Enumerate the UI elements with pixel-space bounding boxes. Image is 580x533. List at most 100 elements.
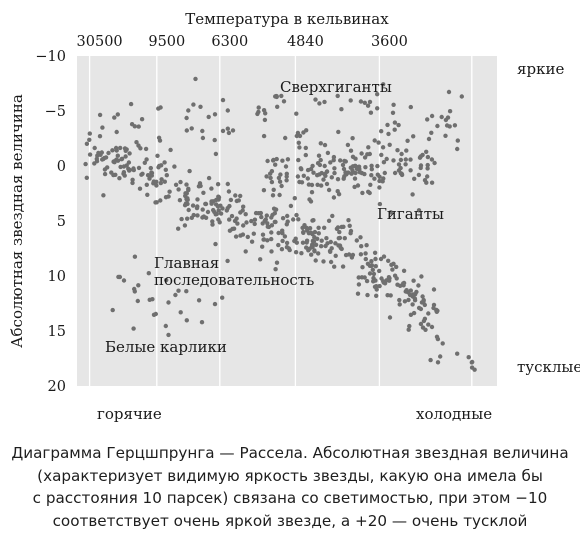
star-point bbox=[296, 217, 301, 222]
star-point bbox=[264, 213, 269, 218]
star-point bbox=[392, 127, 397, 132]
star-point bbox=[225, 258, 230, 264]
star-point bbox=[189, 215, 194, 220]
star-point bbox=[336, 192, 342, 197]
star-point bbox=[271, 187, 276, 192]
star-point bbox=[311, 239, 317, 244]
star-point bbox=[332, 170, 337, 176]
y-tick-label: 0 bbox=[57, 159, 66, 175]
annotation-white-dwarfs: Белые карлики bbox=[105, 338, 227, 356]
star-point bbox=[342, 158, 347, 164]
star-point bbox=[178, 310, 183, 315]
star-point bbox=[225, 126, 230, 131]
star-point bbox=[363, 251, 368, 256]
star-point bbox=[172, 164, 177, 169]
star-point bbox=[434, 309, 439, 314]
star-point bbox=[97, 134, 103, 139]
star-point bbox=[122, 146, 128, 151]
star-point bbox=[156, 135, 162, 140]
star-point bbox=[268, 171, 273, 176]
star-point bbox=[186, 186, 191, 191]
star-point bbox=[173, 182, 179, 187]
star-point bbox=[307, 197, 312, 202]
star-point bbox=[323, 173, 328, 178]
star-point bbox=[388, 210, 393, 215]
star-point bbox=[403, 289, 408, 294]
star-point bbox=[408, 104, 413, 110]
star-point bbox=[343, 252, 349, 258]
star-point bbox=[355, 291, 361, 296]
star-point bbox=[367, 271, 373, 276]
star-point bbox=[136, 124, 141, 129]
star-point bbox=[178, 179, 183, 185]
star-point bbox=[274, 260, 280, 265]
star-point bbox=[446, 89, 452, 95]
star-point bbox=[264, 174, 269, 179]
star-point bbox=[269, 215, 274, 220]
y-tick-labels: −10 −5 0 5 10 15 20 bbox=[35, 49, 66, 395]
star-point bbox=[102, 171, 108, 177]
star-point bbox=[129, 122, 135, 127]
star-point bbox=[220, 206, 225, 211]
star-point bbox=[149, 173, 154, 178]
star-point bbox=[311, 170, 316, 175]
star-point bbox=[396, 122, 401, 128]
star-point bbox=[220, 128, 226, 134]
star-point bbox=[304, 238, 310, 243]
star-point bbox=[363, 165, 368, 170]
star-point bbox=[113, 145, 119, 151]
star-point bbox=[118, 145, 123, 151]
star-point bbox=[359, 244, 364, 249]
annotation-giants: Гиганты bbox=[377, 205, 444, 223]
star-point bbox=[416, 283, 421, 288]
star-point bbox=[466, 355, 471, 360]
star-point bbox=[276, 242, 281, 248]
caption-line: соответствует очень яркой звезде, а +20 … bbox=[52, 511, 528, 530]
star-point bbox=[313, 258, 318, 263]
star-point bbox=[139, 117, 145, 122]
star-point bbox=[276, 230, 281, 236]
star-point bbox=[329, 175, 334, 180]
star-point bbox=[299, 251, 304, 256]
star-point bbox=[429, 113, 435, 119]
star-point bbox=[358, 235, 363, 240]
star-point bbox=[261, 188, 267, 193]
star-point bbox=[304, 128, 309, 133]
star-point bbox=[209, 186, 214, 191]
star-point bbox=[356, 275, 361, 280]
star-point bbox=[369, 167, 374, 172]
star-point bbox=[220, 295, 225, 300]
star-point bbox=[326, 187, 332, 193]
star-point bbox=[163, 323, 168, 329]
star-point bbox=[269, 230, 274, 235]
star-point bbox=[346, 218, 351, 223]
star-point bbox=[166, 300, 171, 305]
star-point bbox=[147, 176, 152, 181]
star-point bbox=[398, 157, 404, 163]
star-point bbox=[348, 228, 354, 234]
star-point bbox=[284, 240, 290, 246]
star-point bbox=[284, 171, 289, 176]
star-point bbox=[328, 259, 334, 265]
star-point bbox=[292, 196, 297, 201]
star-point bbox=[277, 192, 282, 198]
star-point bbox=[158, 105, 163, 110]
star-point bbox=[233, 234, 239, 239]
star-point bbox=[185, 216, 190, 221]
star-point bbox=[238, 193, 243, 199]
star-point bbox=[285, 213, 290, 219]
star-point bbox=[328, 160, 333, 165]
star-point bbox=[241, 223, 246, 228]
star-point bbox=[189, 126, 194, 131]
star-point bbox=[200, 135, 206, 141]
star-point bbox=[305, 167, 311, 173]
star-point bbox=[294, 212, 299, 218]
star-point bbox=[349, 255, 355, 260]
star-point bbox=[301, 173, 306, 178]
star-point bbox=[443, 117, 449, 123]
star-point bbox=[92, 145, 97, 151]
star-point bbox=[336, 129, 341, 135]
star-point bbox=[425, 154, 431, 160]
star-point bbox=[375, 106, 380, 111]
star-point bbox=[375, 92, 380, 97]
